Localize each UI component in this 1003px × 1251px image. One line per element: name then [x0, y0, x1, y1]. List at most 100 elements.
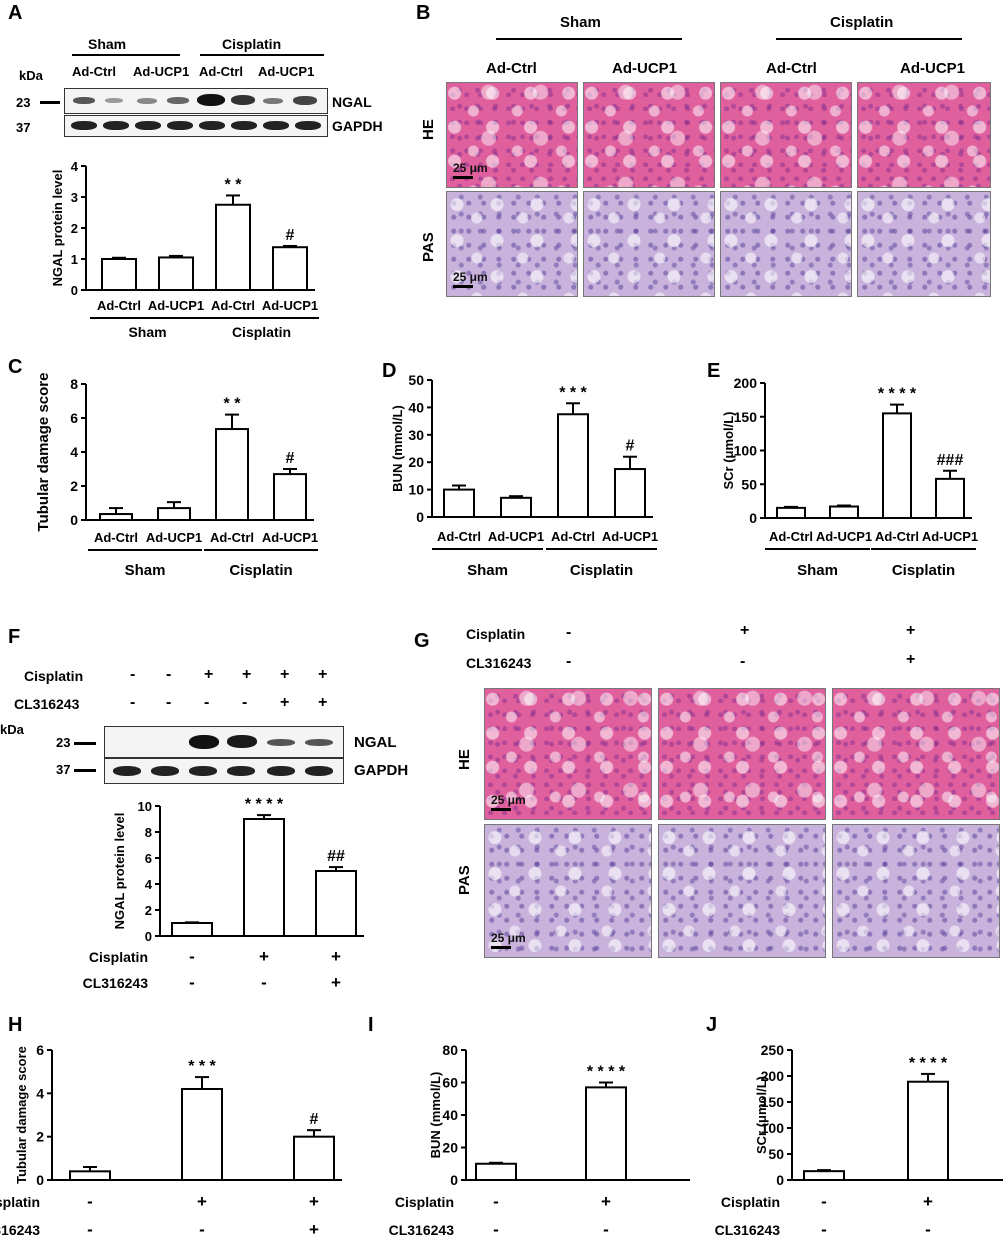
scale-bar-label: 25 μm — [491, 931, 526, 945]
y-tick-label: 150 — [761, 1094, 785, 1110]
blot-f-ngal-label: NGAL — [354, 734, 397, 751]
category-label: Ad-Ctrl — [210, 530, 254, 545]
bar — [69, 1170, 111, 1181]
significance-mark: # — [310, 1111, 319, 1128]
significance-mark: * * * * — [245, 796, 284, 813]
y-tick-label: 2 — [70, 478, 78, 494]
panel-label-i: I — [368, 1014, 374, 1036]
bar — [907, 1080, 949, 1181]
y-axis-label: BUN (mmol/L) — [390, 405, 405, 492]
treatment-sign: + — [309, 1220, 319, 1239]
micrograph-b-pas-sham-ctrl: 25 μm — [446, 191, 578, 297]
treatment-sign: - — [925, 1220, 931, 1239]
blot-f-ngal-image — [104, 726, 344, 758]
bar — [935, 477, 965, 519]
micrograph-b-he-cis-ctrl — [720, 82, 852, 188]
significance-mark: * * * * — [878, 386, 917, 403]
y-axis-label: Tubular damage score — [14, 1046, 29, 1184]
histo-b-cisplatin-line — [776, 38, 962, 40]
bar — [243, 818, 285, 937]
panel-label-h: H — [8, 1014, 23, 1036]
blot-a-kda-37: 37 — [16, 120, 31, 135]
y-axis-label: SCr (μmol/L) — [754, 1076, 769, 1154]
treatment-sign: - — [87, 1192, 93, 1211]
scale-bar-label: 25 μm — [453, 270, 488, 284]
y-tick-label: 2 — [36, 1129, 44, 1145]
panel-label-b: B — [416, 2, 431, 24]
histo-b-he-label: HE — [420, 119, 437, 140]
blot-f-sign: - — [242, 694, 248, 711]
histo-g-he-label: HE — [456, 749, 473, 770]
micrograph-g-he-cisplatin-cl — [832, 688, 1000, 820]
blot-f-sign: + — [318, 694, 328, 711]
group-label: Cisplatin — [232, 324, 291, 340]
blot-a-ngal-image — [64, 88, 328, 114]
blot-f-sign: - — [130, 666, 136, 683]
bar — [157, 507, 191, 522]
bar — [158, 256, 194, 291]
treatment-sign: - — [821, 1220, 827, 1239]
group-label: Cisplatin — [892, 562, 955, 579]
y-tick-label: 8 — [70, 376, 78, 392]
category-label: Ad-UCP1 — [602, 529, 658, 544]
y-tick-label: 0 — [416, 509, 424, 525]
significance-mark: ### — [937, 452, 964, 469]
histo-g-cisplatin-label: Cisplatin — [466, 626, 526, 642]
treatment-sign: + — [601, 1192, 611, 1211]
y-tick-label: 10 — [408, 482, 424, 498]
blot-a-lane-label: Ad-UCP1 — [133, 64, 190, 79]
blot-f-sign: + — [280, 694, 290, 711]
treatment-label-cisplatin: Cisplatin — [721, 1194, 780, 1210]
y-tick-label: 250 — [761, 1042, 785, 1058]
y-axis-label: BUN (mmol/L) — [428, 1072, 443, 1159]
histo-b-cisplatin-label: Cisplatin — [830, 14, 894, 31]
y-axis-label: SCr (μmol/L) — [721, 411, 736, 489]
chart-h: 0 2 4 6 Tubular damage score * * * # Cisplatin C… — [0, 1042, 342, 1239]
micrograph-b-he-sham-ucp1 — [583, 82, 715, 188]
treatment-sign: + — [923, 1192, 933, 1211]
treatment-sign: - — [821, 1192, 827, 1211]
category-label: Ad-Ctrl — [551, 529, 595, 544]
blot-a-cisplatin-line — [200, 54, 324, 56]
blot-f-sign: + — [242, 666, 252, 683]
y-tick-label: 3 — [71, 190, 78, 205]
treatment-label-cl316243: CL316243 — [83, 975, 149, 991]
y-tick-label: 0 — [36, 1172, 44, 1188]
y-tick-label: 150 — [734, 409, 758, 425]
histo-g-cl-label: CL316243 — [466, 655, 532, 671]
blot-a-lane-label: Ad-UCP1 — [258, 64, 315, 79]
blot-f-cl-label: CL316243 — [14, 696, 80, 712]
bar — [443, 488, 475, 519]
category-label: Ad-UCP1 — [146, 530, 202, 545]
group-label: Cisplatin — [229, 562, 292, 579]
chart-f: 0 2 4 6 8 10 NGAL protein level * * * * ## Cispla… — [83, 796, 364, 992]
treatment-label-cisplatin: Cisplatin — [395, 1194, 454, 1210]
blot-f-sign: - — [166, 694, 172, 711]
y-tick-label: 0 — [71, 283, 78, 298]
bar — [882, 412, 912, 519]
significance-mark: # — [626, 438, 635, 455]
chart-e: 0 50 100 150 200 SCr (μmol/L) * * * * ### Ad-Ctr… — [721, 375, 978, 579]
y-tick-label: 40 — [442, 1107, 458, 1123]
category-label: Ad-Ctrl — [875, 529, 919, 544]
y-tick-label: 50 — [408, 372, 424, 388]
category-label: Ad-Ctrl — [97, 298, 141, 313]
y-tick-label: 0 — [450, 1172, 458, 1188]
blot-f-gapdh-image — [104, 758, 344, 784]
significance-mark: * * — [224, 396, 242, 413]
micrograph-g-he-control: 25 μm — [484, 688, 652, 820]
bar — [101, 258, 137, 291]
treatment-sign: - — [189, 947, 195, 966]
y-tick-label: 200 — [761, 1068, 785, 1084]
blot-f-marker-37 — [74, 769, 96, 772]
blot-f-sign: + — [280, 666, 290, 683]
y-axis-label: NGAL protein level — [50, 170, 65, 287]
treatment-label-cl316243: CL316243 — [389, 1222, 455, 1238]
blot-a-gapdh-label: GAPDH — [332, 118, 383, 134]
significance-mark: # — [286, 227, 295, 244]
significance-mark: # — [286, 450, 295, 467]
bar — [557, 413, 589, 518]
bar — [585, 1086, 627, 1181]
treatment-sign: + — [331, 947, 341, 966]
blot-f-sign: + — [318, 666, 328, 683]
